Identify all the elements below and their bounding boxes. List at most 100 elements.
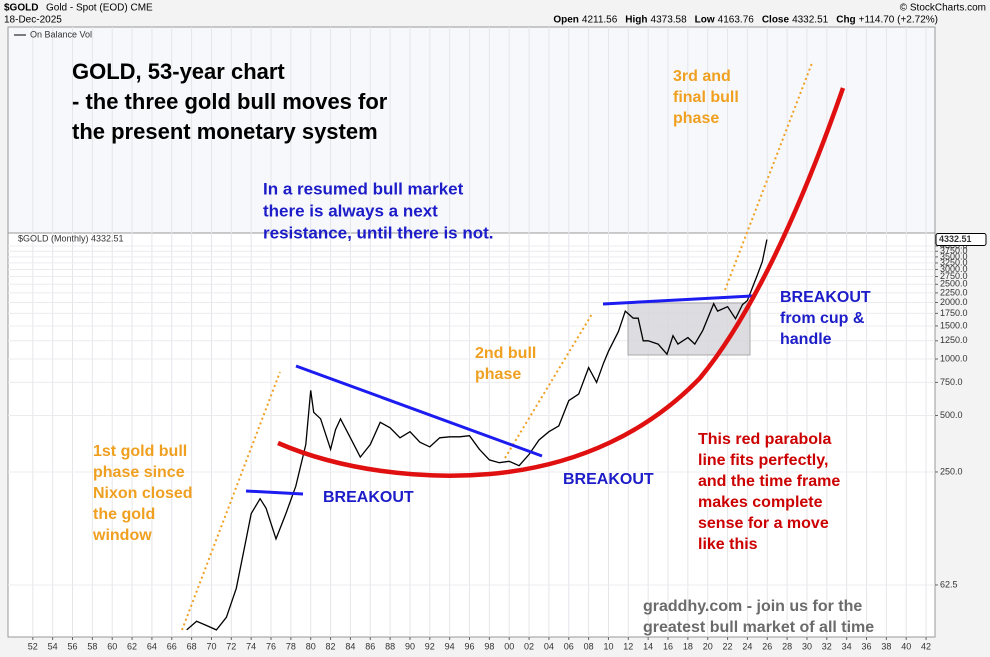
y-tick-label: 1000.0 (940, 353, 968, 363)
annotation: line fits perfectly, (698, 452, 828, 469)
annotation: 3rd and (673, 68, 731, 85)
stat-label: Open (553, 15, 579, 26)
x-tick-label: 24 (742, 641, 752, 651)
x-tick-label: 78 (286, 641, 296, 651)
y-tick-label: 3750.0 (940, 246, 968, 256)
x-tick-label: 30 (802, 641, 812, 651)
y-tick-label: 3250.0 (940, 257, 968, 267)
annotation: window (92, 527, 152, 544)
x-tick-label: 34 (842, 641, 852, 651)
resistance-line (245, 489, 304, 496)
x-tick-label: 12 (623, 641, 633, 651)
y-tick-label: 2750.0 (940, 271, 968, 281)
y-tick-label: 2500.0 (940, 279, 968, 289)
y-tick-label: 2250.0 (940, 287, 968, 297)
series (186, 239, 768, 631)
y-tick-label: 250.0 (940, 466, 963, 476)
phase-line (724, 62, 813, 291)
x-tick-label: 18 (683, 641, 693, 651)
x-tick-label: 98 (484, 641, 494, 651)
x-tick-label: 36 (862, 641, 872, 651)
x-tick-label: 14 (643, 641, 653, 651)
x-tick-label: 52 (28, 641, 38, 651)
stat-value: +114.70 (+2.72%) (859, 15, 938, 26)
x-tick-label: 04 (544, 641, 554, 651)
annotation: phase since (93, 464, 185, 481)
x-tick-label: 96 (465, 641, 475, 651)
stat-value: 4163.76 (718, 15, 755, 26)
annotation: there is always a next (263, 201, 438, 220)
annotation: like this (698, 536, 758, 553)
symbol: $GOLD (4, 3, 38, 14)
x-tick-label: 38 (881, 641, 891, 651)
x-tick-label: 10 (603, 641, 613, 651)
stat-label: Chg (836, 15, 855, 26)
x-tick-label: 64 (147, 641, 157, 651)
phase-line (504, 313, 593, 459)
annotation: greatest bull market of all time (643, 619, 874, 636)
annotation: This red parabola (698, 431, 831, 448)
grid (8, 27, 935, 637)
x-tick-label: 94 (445, 641, 455, 651)
annotation: 1st gold bull (93, 443, 187, 460)
x-tick-label: 00 (504, 641, 514, 651)
cup-handle-box (627, 302, 751, 356)
x-tick-label: 80 (306, 641, 316, 651)
x-tick-label: 60 (107, 641, 117, 651)
y-tick-label: 1750.0 (940, 308, 968, 318)
annotation: In a resumed bull market (263, 179, 464, 198)
last-price-label: 4332.51 (939, 234, 972, 244)
x-tick-label: 26 (762, 641, 772, 651)
x-tick-label: 82 (326, 641, 336, 651)
x-tick-label: 88 (385, 641, 395, 651)
indicator-panel (7, 26, 936, 234)
annotation: 2nd bull (475, 345, 536, 362)
y-tick-label: 1250.0 (940, 335, 968, 345)
resistance-line (602, 294, 753, 306)
x-tick-label: 40 (901, 641, 911, 651)
price-panel (7, 232, 936, 638)
annotation: graddhy.com - join us for the (643, 598, 862, 615)
annotation: phase (673, 110, 719, 127)
y-tick-label: 500.0 (940, 410, 963, 420)
description: Gold - Spot (EOD) CME (46, 3, 153, 14)
y-tick-label: 3000.0 (940, 264, 968, 274)
y-tick-label: 62.5 (940, 579, 958, 589)
stat-value: 4211.56 (582, 15, 618, 26)
source: © StockCharts.com (900, 3, 986, 14)
x-tick-label: 56 (68, 641, 78, 651)
x-tick-label: 02 (524, 641, 534, 651)
y-tick-label: 750.0 (940, 377, 963, 387)
phase-line (181, 371, 281, 631)
stat-label: Low (695, 15, 715, 26)
x-tick-label: 74 (246, 641, 256, 651)
annotation: resistance, until there is not. (263, 223, 494, 242)
stat-label: Close (762, 15, 790, 26)
date: 18-Dec-2025 (4, 15, 62, 26)
chart-title: the present monetary system (72, 119, 378, 144)
annotation: phase (475, 366, 521, 383)
chart-title: GOLD, 53-year chart (72, 59, 285, 84)
x-tick-label: 62 (127, 641, 137, 651)
x-tick-label: 54 (48, 641, 58, 651)
price-line (186, 239, 768, 631)
stat-value: 4332.51 (792, 15, 829, 26)
parabola (277, 87, 846, 478)
annotation: Nixon closed (93, 485, 193, 502)
indicator-label: On Balance Vol (30, 29, 92, 39)
x-tick-label: 16 (663, 641, 673, 651)
x-tick-label: 68 (187, 641, 197, 651)
annotation: sense for a move (698, 515, 829, 532)
stat-value: 4373.58 (651, 15, 688, 26)
x-tick-label: 84 (345, 641, 355, 651)
x-tick-label: 92 (425, 641, 435, 651)
annotation: from cup & (780, 310, 865, 327)
x-tick-label: 42 (921, 641, 931, 651)
stat-label: High (625, 15, 647, 26)
annotation: and the time frame (698, 473, 840, 490)
x-tick-label: 08 (584, 641, 594, 651)
x-tick-label: 58 (87, 641, 97, 651)
annotation: BREAKOUT (323, 489, 414, 506)
